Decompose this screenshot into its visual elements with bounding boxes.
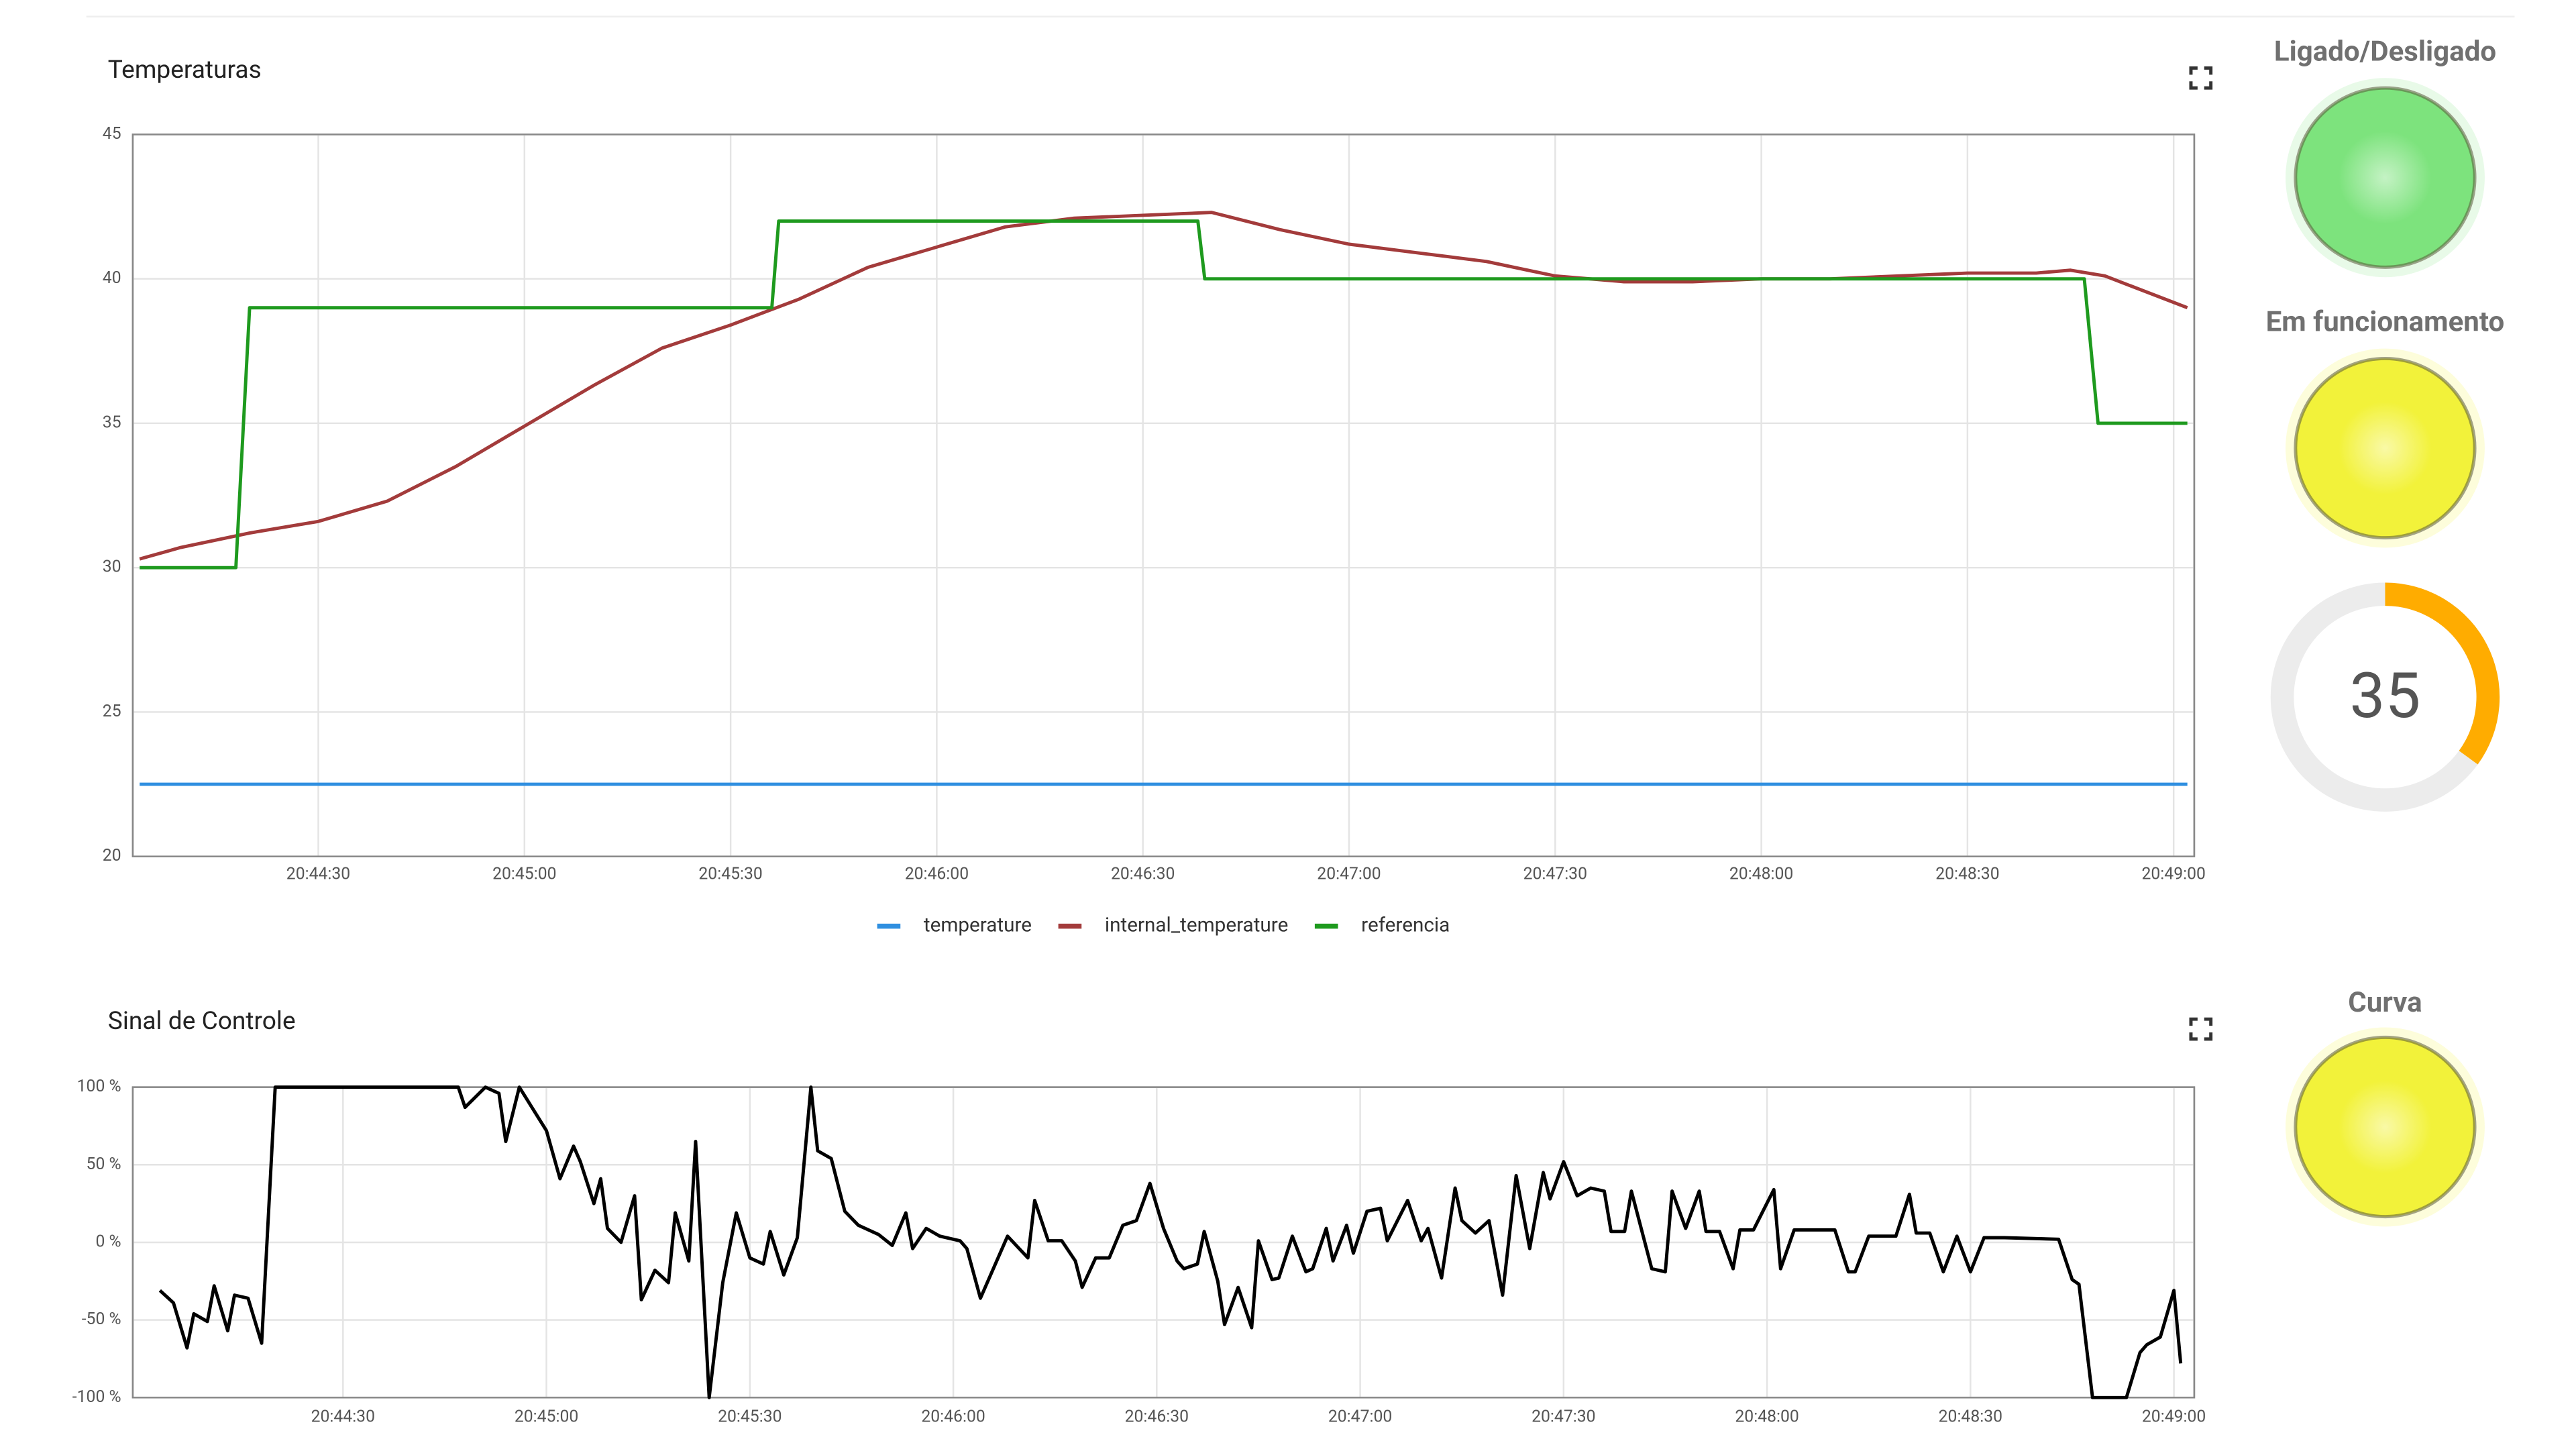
plot-border	[131, 133, 2196, 857]
gauge-value: 35	[2350, 659, 2421, 733]
x-tick-label: 20:46:00	[921, 1407, 985, 1427]
series-line	[140, 219, 2188, 570]
indicator-title: Curva	[2348, 986, 2422, 1019]
fullscreen-icon[interactable]	[2189, 66, 2213, 90]
y-tick-label: 35	[103, 413, 121, 432]
x-tick-label: 20:45:00	[515, 1407, 578, 1427]
series-line	[139, 211, 2188, 561]
fullscreen-icon[interactable]	[2189, 1017, 2213, 1041]
legend-label: referencia	[1361, 913, 1450, 936]
x-tick-label: 20:48:00	[1729, 864, 1793, 883]
y-tick-label: 20	[103, 846, 121, 865]
legend-label: temperature	[924, 913, 1032, 936]
x-tick-label: 20:47:30	[1523, 864, 1587, 883]
y-tick-label: 25	[103, 702, 121, 721]
x-tick-label: 20:47:00	[1328, 1407, 1392, 1427]
x-tick-label: 20:44:30	[286, 864, 350, 883]
indicator-title: Ligado/Desligado	[2274, 35, 2496, 68]
series-line	[158, 1085, 2183, 1399]
y-tick-label: 30	[103, 557, 121, 577]
x-tick-label: 20:49:00	[2142, 1407, 2206, 1427]
x-tick-label: 20:48:30	[1939, 1407, 2002, 1427]
x-tick-label: 20:45:30	[698, 864, 762, 883]
chart-title: Sinal de Controle	[108, 1007, 296, 1036]
y-tick-label: 45	[103, 124, 121, 144]
gauge-arc	[2385, 582, 2500, 765]
y-tick-label: -50 %	[82, 1309, 121, 1329]
x-tick-label: 20:47:30	[1532, 1407, 1595, 1427]
x-tick-label: 20:45:30	[718, 1407, 782, 1427]
x-tick-label: 20:48:30	[1935, 864, 1999, 883]
legend-label: internal_temperature	[1105, 913, 1288, 936]
plot-area	[131, 133, 2196, 857]
y-tick-label: -100 %	[72, 1387, 121, 1407]
indicator-shine	[2318, 1061, 2452, 1193]
plot-border	[131, 1086, 2196, 1399]
y-tick-label: 0 %	[95, 1232, 121, 1251]
x-tick-label: 20:47:00	[1317, 864, 1381, 883]
y-tick-label: 100 %	[77, 1077, 121, 1096]
x-tick-label: 20:46:30	[1125, 1407, 1189, 1427]
indicator-shine	[2318, 382, 2452, 515]
legend: temperature internal_temperature referenci…	[877, 913, 1450, 936]
x-tick-label: 20:49:00	[2142, 864, 2206, 883]
x-tick-label: 20:45:00	[492, 864, 556, 883]
indicator-title: Em funcionamento	[2266, 306, 2505, 339]
y-tick-label: 40	[103, 268, 121, 288]
x-tick-label: 20:46:30	[1111, 864, 1175, 883]
x-tick-label: 20:44:30	[311, 1407, 375, 1427]
indicator-shine	[2318, 111, 2452, 244]
y-tick-label: 50 %	[87, 1155, 121, 1174]
x-tick-label: 20:46:00	[905, 864, 969, 883]
x-tick-label: 20:48:00	[1735, 1407, 1799, 1427]
chart-title: Temperaturas	[108, 56, 262, 85]
